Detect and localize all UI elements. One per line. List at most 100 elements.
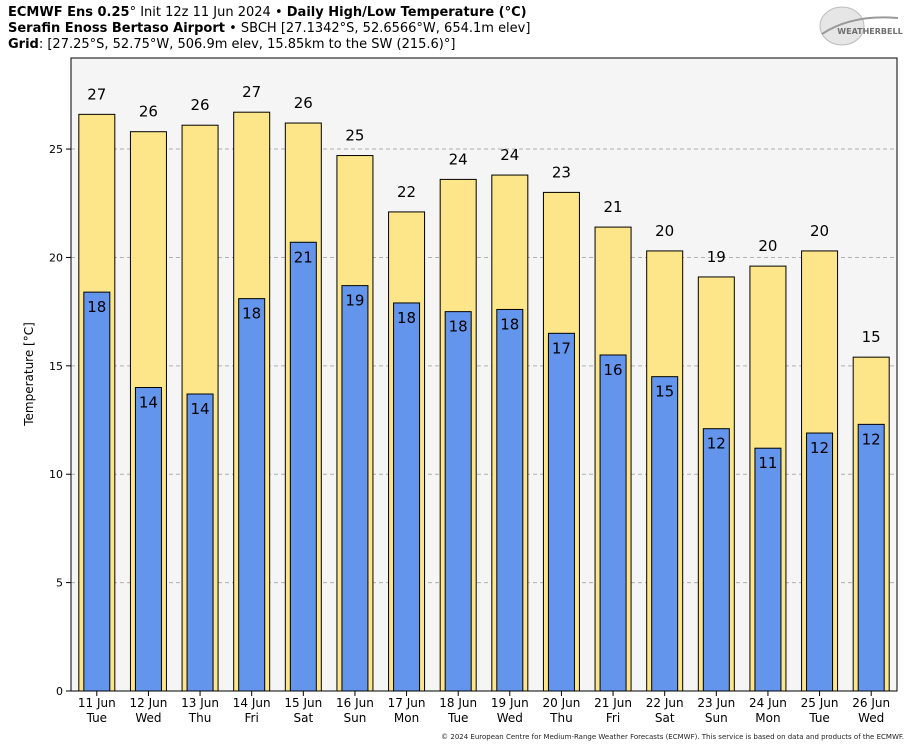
low-value-label: 12 bbox=[707, 435, 726, 453]
x-tick-day: Wed bbox=[497, 711, 523, 725]
weatherbell-logo: WEATHERBELL bbox=[819, 6, 903, 46]
high-value-label: 21 bbox=[604, 198, 623, 216]
y-tick-label: 20 bbox=[49, 251, 63, 264]
low-value-label: 18 bbox=[397, 309, 416, 327]
low-value-label: 21 bbox=[294, 248, 313, 266]
x-tick-day: Sat bbox=[655, 711, 675, 725]
x-tick-date: 21 Jun bbox=[594, 696, 632, 710]
high-value-label: 22 bbox=[397, 183, 416, 201]
low-bar bbox=[754, 447, 782, 692]
high-value-label: 26 bbox=[139, 103, 158, 121]
high-value-label: 15 bbox=[862, 328, 881, 346]
y-tick-label: 5 bbox=[56, 577, 63, 590]
low-value-label: 18 bbox=[87, 298, 106, 316]
x-tick-date: 22 Jun bbox=[646, 696, 684, 710]
x-tick-day: Tue bbox=[808, 711, 830, 725]
x-tick-date: 24 Jun bbox=[749, 696, 787, 710]
x-tick-day: Wed bbox=[135, 711, 161, 725]
x-tick-day: Sat bbox=[293, 711, 313, 725]
grid-label: Grid bbox=[8, 37, 39, 52]
low-bar bbox=[806, 432, 834, 692]
header-line-1: ECMWF Ens 0.25° Init 12z 11 Jun 2024 • D… bbox=[8, 5, 527, 21]
low-value-label: 18 bbox=[500, 315, 519, 333]
y-axis: 0 5 10 15 20 25 bbox=[49, 143, 71, 698]
x-tick-date: 23 Jun bbox=[697, 696, 735, 710]
low-bar bbox=[83, 291, 111, 692]
x-tick-day: Mon bbox=[755, 711, 780, 725]
header-line-2: Serafin Enoss Bertaso Airport • SBCH [27… bbox=[8, 21, 530, 37]
high-value-label: 20 bbox=[810, 222, 829, 240]
low-bar bbox=[238, 298, 266, 692]
low-bar bbox=[186, 393, 214, 692]
header-line-3: Grid: [27.25°S, 52.75°W, 506.9m elev, 15… bbox=[8, 37, 455, 53]
low-value-label: 17 bbox=[552, 339, 571, 357]
logo-swoosh bbox=[821, 16, 899, 35]
x-tick-date: 17 Jun bbox=[388, 696, 426, 710]
y-tick-label: 15 bbox=[49, 360, 63, 373]
x-tick-date: 20 Jun bbox=[543, 696, 581, 710]
grid-details: : [27.25°S, 52.75°W, 506.9m elev, 15.85k… bbox=[38, 37, 456, 52]
low-bar bbox=[444, 311, 472, 692]
station-details: • SBCH [27.1342°S, 52.6566°W, 654.1m ele… bbox=[224, 21, 531, 36]
logo-globe bbox=[819, 6, 865, 46]
x-tick-date: 19 Jun bbox=[491, 696, 529, 710]
low-bar bbox=[857, 423, 885, 692]
x-tick-day: Fri bbox=[245, 711, 259, 725]
x-tick-day: Wed bbox=[858, 711, 884, 725]
high-value-label: 24 bbox=[449, 150, 468, 168]
y-tick-label: 10 bbox=[49, 468, 63, 481]
x-tick-day: Thu bbox=[188, 711, 212, 725]
low-bar bbox=[651, 376, 679, 692]
model-name: ECMWF Ens 0.25 bbox=[8, 5, 130, 20]
bar-labels: 27 18 26 14 26 14 27 18 26 21 25 19 22 18 24 18 24 18 23 17… bbox=[87, 83, 880, 472]
x-tick-date: 26 Jun bbox=[852, 696, 890, 710]
low-value-label: 18 bbox=[449, 318, 468, 336]
bars bbox=[78, 111, 890, 692]
high-value-label: 26 bbox=[294, 94, 313, 112]
high-value-label: 26 bbox=[191, 96, 210, 114]
x-tick-day: Tue bbox=[86, 711, 108, 725]
x-tick-day: Sun bbox=[705, 711, 728, 725]
high-value-label: 23 bbox=[552, 163, 571, 181]
low-bar bbox=[393, 302, 421, 692]
x-tick-date: 18 Jun bbox=[439, 696, 477, 710]
x-tick-day: Sun bbox=[344, 711, 367, 725]
low-value-label: 14 bbox=[191, 400, 210, 418]
low-bar bbox=[496, 308, 524, 692]
high-value-label: 20 bbox=[758, 237, 777, 255]
chart-title: Daily High/Low Temperature (°C) bbox=[286, 5, 527, 20]
x-tick-date: 12 Jun bbox=[130, 696, 168, 710]
low-bar bbox=[599, 354, 627, 692]
x-tick-day: Tue bbox=[447, 711, 469, 725]
low-value-label: 16 bbox=[604, 361, 623, 379]
low-value-label: 12 bbox=[862, 430, 881, 448]
x-tick-date: 11 Jun bbox=[78, 696, 116, 710]
logo-text: WEATHERBELL bbox=[837, 27, 902, 36]
high-value-label: 19 bbox=[707, 248, 726, 266]
plot-frame bbox=[70, 57, 898, 692]
separator: • bbox=[270, 5, 287, 20]
y-axis-label: Temperature [°C] bbox=[22, 322, 36, 427]
x-tick-day: Mon bbox=[394, 711, 419, 725]
high-value-label: 20 bbox=[655, 222, 674, 240]
low-bar bbox=[702, 428, 730, 692]
x-tick-date: 16 Jun bbox=[336, 696, 374, 710]
low-value-label: 18 bbox=[242, 305, 261, 323]
x-tick-day: Thu bbox=[549, 711, 573, 725]
low-value-label: 11 bbox=[758, 454, 777, 472]
low-bar bbox=[547, 332, 575, 692]
x-tick-day: Fri bbox=[606, 711, 620, 725]
high-value-label: 27 bbox=[87, 85, 106, 103]
low-value-label: 19 bbox=[345, 292, 364, 310]
low-bar bbox=[289, 241, 317, 692]
high-value-label: 27 bbox=[242, 83, 261, 101]
high-value-label: 24 bbox=[500, 146, 519, 164]
low-bar bbox=[134, 387, 162, 692]
init-time: Init 12z 11 Jun 2024 bbox=[136, 5, 271, 20]
y-tick-label: 0 bbox=[56, 685, 63, 698]
low-value-label: 15 bbox=[655, 383, 674, 401]
y-tick-label: 25 bbox=[49, 143, 63, 156]
x-tick-date: 13 Jun bbox=[181, 696, 219, 710]
low-value-label: 14 bbox=[139, 394, 158, 412]
